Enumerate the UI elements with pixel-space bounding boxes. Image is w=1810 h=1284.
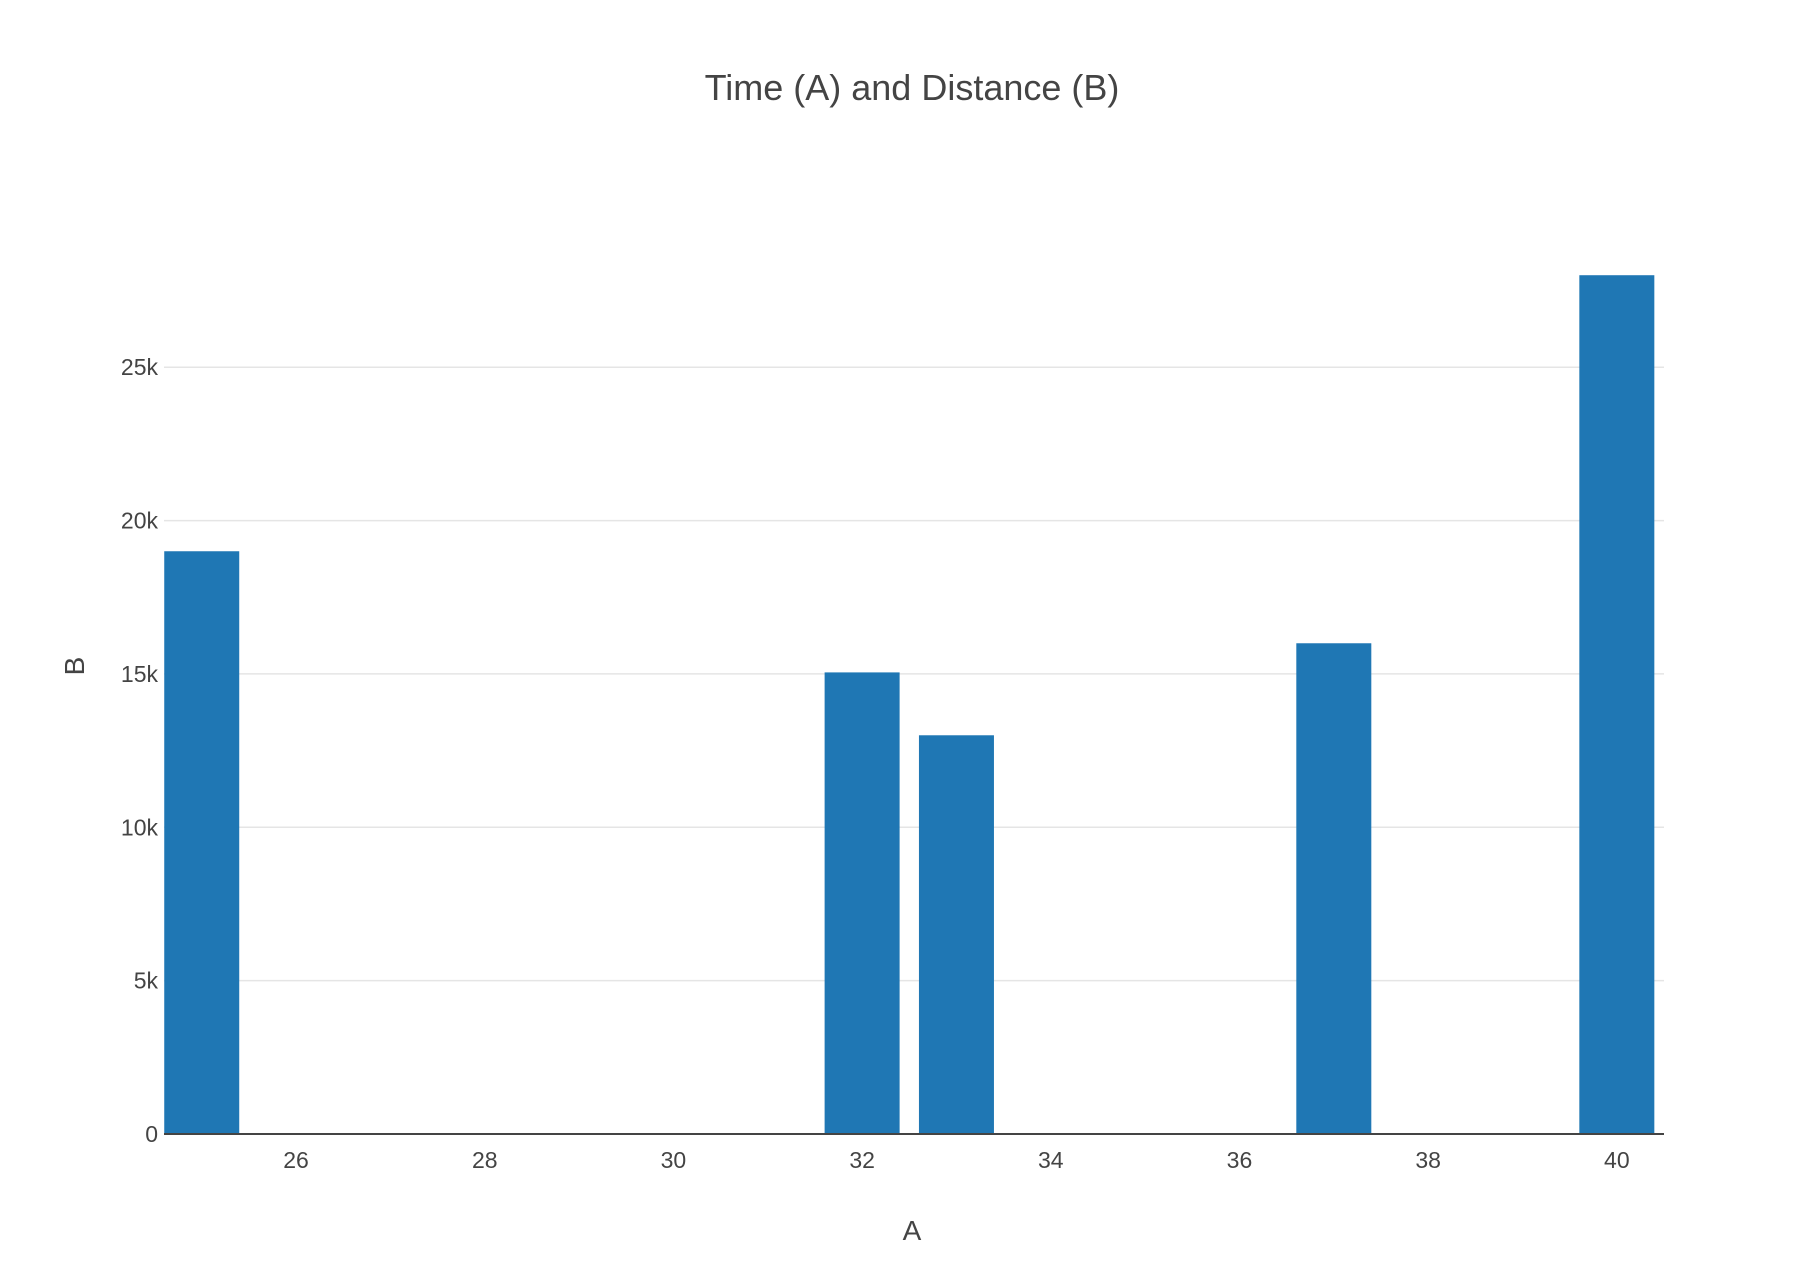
x-axis-ticks: 26 28 30 32 34 36 38 40 bbox=[283, 1147, 1629, 1173]
y-tick-label: 20k bbox=[121, 508, 159, 534]
gridlines bbox=[164, 366, 1664, 982]
y-tick-label: 10k bbox=[121, 814, 159, 840]
bar bbox=[918, 735, 994, 1134]
bars bbox=[164, 275, 1655, 1134]
y-tick-label: 15k bbox=[121, 661, 159, 687]
x-tick-label: 28 bbox=[472, 1147, 498, 1173]
bar bbox=[164, 551, 240, 1134]
y-tick-label: 25k bbox=[121, 354, 159, 380]
y-axis-title: B bbox=[59, 657, 90, 676]
x-tick-label: 34 bbox=[1038, 1147, 1064, 1173]
y-tick-label: 0 bbox=[145, 1121, 158, 1147]
x-tick-label: 32 bbox=[849, 1147, 875, 1173]
y-axis-ticks: 0 5k 10k 15k 20k 25k bbox=[121, 354, 159, 1147]
x-tick-label: 36 bbox=[1227, 1147, 1253, 1173]
y-tick-label: 5k bbox=[134, 968, 159, 994]
bar bbox=[1296, 643, 1372, 1134]
bar bbox=[1579, 275, 1655, 1134]
x-tick-label: 40 bbox=[1604, 1147, 1630, 1173]
x-tick-label: 38 bbox=[1415, 1147, 1441, 1173]
x-axis-title: A bbox=[903, 1215, 922, 1246]
chart-title: Time (A) and Distance (B) bbox=[705, 67, 1120, 108]
x-tick-label: 26 bbox=[283, 1147, 309, 1173]
x-tick-label: 30 bbox=[661, 1147, 687, 1173]
bar bbox=[824, 672, 900, 1134]
